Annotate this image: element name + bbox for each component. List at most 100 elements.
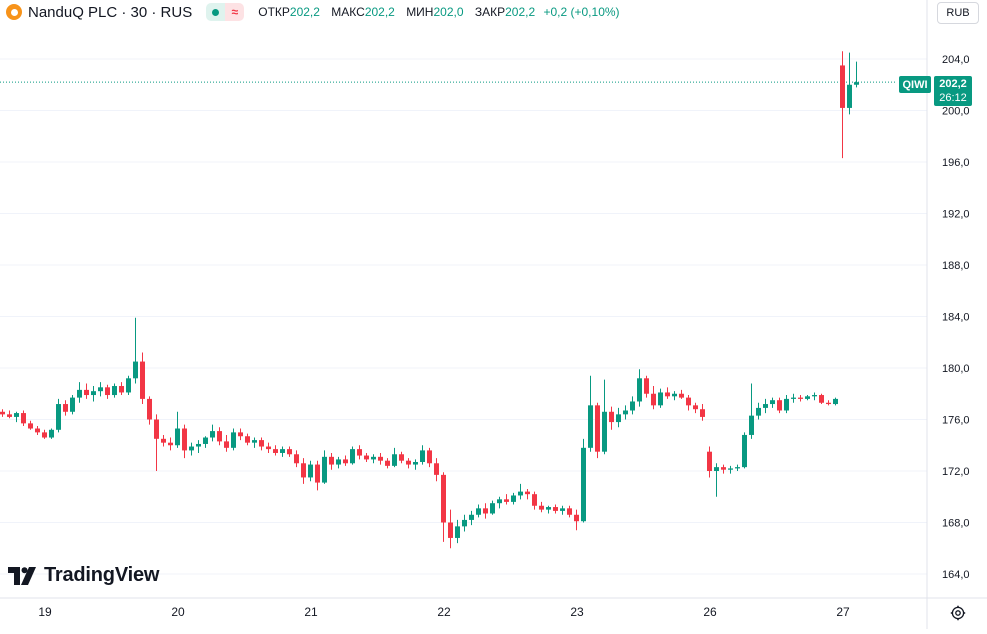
candle xyxy=(7,410,12,419)
candle-body xyxy=(518,491,523,496)
candle-body xyxy=(315,464,320,483)
low-value: 202,0 xyxy=(433,5,464,19)
candle-body xyxy=(637,378,642,402)
x-tick-label: 19 xyxy=(38,605,52,619)
candle-body xyxy=(273,449,278,453)
candle xyxy=(784,395,789,414)
candle xyxy=(280,446,285,457)
candle xyxy=(476,504,481,518)
market-status-dot-icon[interactable] xyxy=(206,3,226,21)
candle-body xyxy=(840,65,845,108)
candle-body xyxy=(574,514,579,522)
candle-body xyxy=(539,505,544,510)
currency-button[interactable]: RUB xyxy=(937,2,979,24)
candle-body xyxy=(336,459,341,465)
open-label: ОТКР xyxy=(258,5,290,19)
candle xyxy=(791,393,796,403)
candle-body xyxy=(791,397,796,399)
candle-body xyxy=(714,467,719,471)
candle-body xyxy=(133,361,138,379)
candle-body xyxy=(826,402,831,405)
candle-body xyxy=(49,429,54,438)
candle-body xyxy=(140,361,145,399)
y-tick-label: 168,0 xyxy=(942,518,970,530)
x-tick-label: 21 xyxy=(304,605,318,619)
candle xyxy=(273,445,278,456)
candle xyxy=(119,382,124,396)
tradingview-logo[interactable]: TradingView xyxy=(8,564,159,587)
candle-body xyxy=(728,468,733,470)
candle xyxy=(434,458,439,482)
candle-body xyxy=(154,419,159,439)
candle-body xyxy=(203,437,208,444)
delayed-data-icon[interactable]: ≈ xyxy=(225,3,245,21)
candle-body xyxy=(7,414,12,417)
candle xyxy=(308,460,313,482)
candle-body xyxy=(448,522,453,538)
candle-body xyxy=(0,411,5,415)
candle xyxy=(336,456,341,469)
candle-body xyxy=(532,494,537,506)
candle-body xyxy=(343,459,348,464)
y-tick-label: 192,0 xyxy=(942,209,970,221)
candle xyxy=(161,434,166,447)
candle-body xyxy=(63,404,68,412)
candle xyxy=(728,465,733,474)
candle xyxy=(420,445,425,465)
candle xyxy=(693,402,698,414)
candle xyxy=(735,464,740,471)
candle-body xyxy=(623,410,628,415)
y-tick-label: 204,0 xyxy=(942,54,970,66)
candle-body xyxy=(805,396,810,399)
high-value: 202,2 xyxy=(364,5,395,19)
candle xyxy=(385,458,390,469)
candle xyxy=(0,409,5,417)
candle-body xyxy=(441,474,446,523)
candle-body xyxy=(553,507,558,511)
symbol-title[interactable]: NanduQ PLC · 30 · RUS xyxy=(28,3,193,21)
candle xyxy=(245,433,250,446)
candle-body xyxy=(462,519,467,527)
candle-body xyxy=(224,441,229,448)
candle xyxy=(133,317,138,384)
candle xyxy=(42,429,47,439)
candle-body xyxy=(399,454,404,461)
candle-body xyxy=(56,404,61,430)
candle xyxy=(63,400,68,416)
candle xyxy=(182,424,187,459)
candle xyxy=(777,397,782,414)
chart-legend: NanduQ PLC · 30 · RUS ≈ ОТКР202,2 МАКС20… xyxy=(6,2,620,22)
candle xyxy=(392,447,397,468)
candle xyxy=(462,514,467,532)
candle-body xyxy=(189,446,194,451)
candle xyxy=(21,410,26,426)
candle xyxy=(854,61,859,88)
candle-body xyxy=(847,84,852,108)
candle-body xyxy=(546,507,551,510)
candle-body xyxy=(70,397,75,412)
candle-body xyxy=(84,389,89,396)
candle xyxy=(679,389,684,399)
candle xyxy=(602,379,607,455)
candle xyxy=(588,375,593,452)
candle-body xyxy=(301,463,306,478)
candle xyxy=(301,458,306,484)
candle-body xyxy=(196,443,201,447)
x-tick-label: 26 xyxy=(703,605,717,619)
chart-settings-gear-icon[interactable] xyxy=(948,603,968,623)
open-value: 202,2 xyxy=(289,5,320,19)
candle xyxy=(35,425,40,435)
candle-body xyxy=(504,499,509,502)
candle xyxy=(140,352,145,405)
candle-body xyxy=(567,508,572,515)
last-price-value: 202,2 xyxy=(939,78,967,90)
candle-body xyxy=(42,432,47,438)
candle-body xyxy=(588,405,593,448)
candle-body xyxy=(721,467,726,470)
candle xyxy=(252,437,257,448)
candle xyxy=(357,445,362,460)
candle xyxy=(98,382,103,397)
candle xyxy=(518,483,523,500)
